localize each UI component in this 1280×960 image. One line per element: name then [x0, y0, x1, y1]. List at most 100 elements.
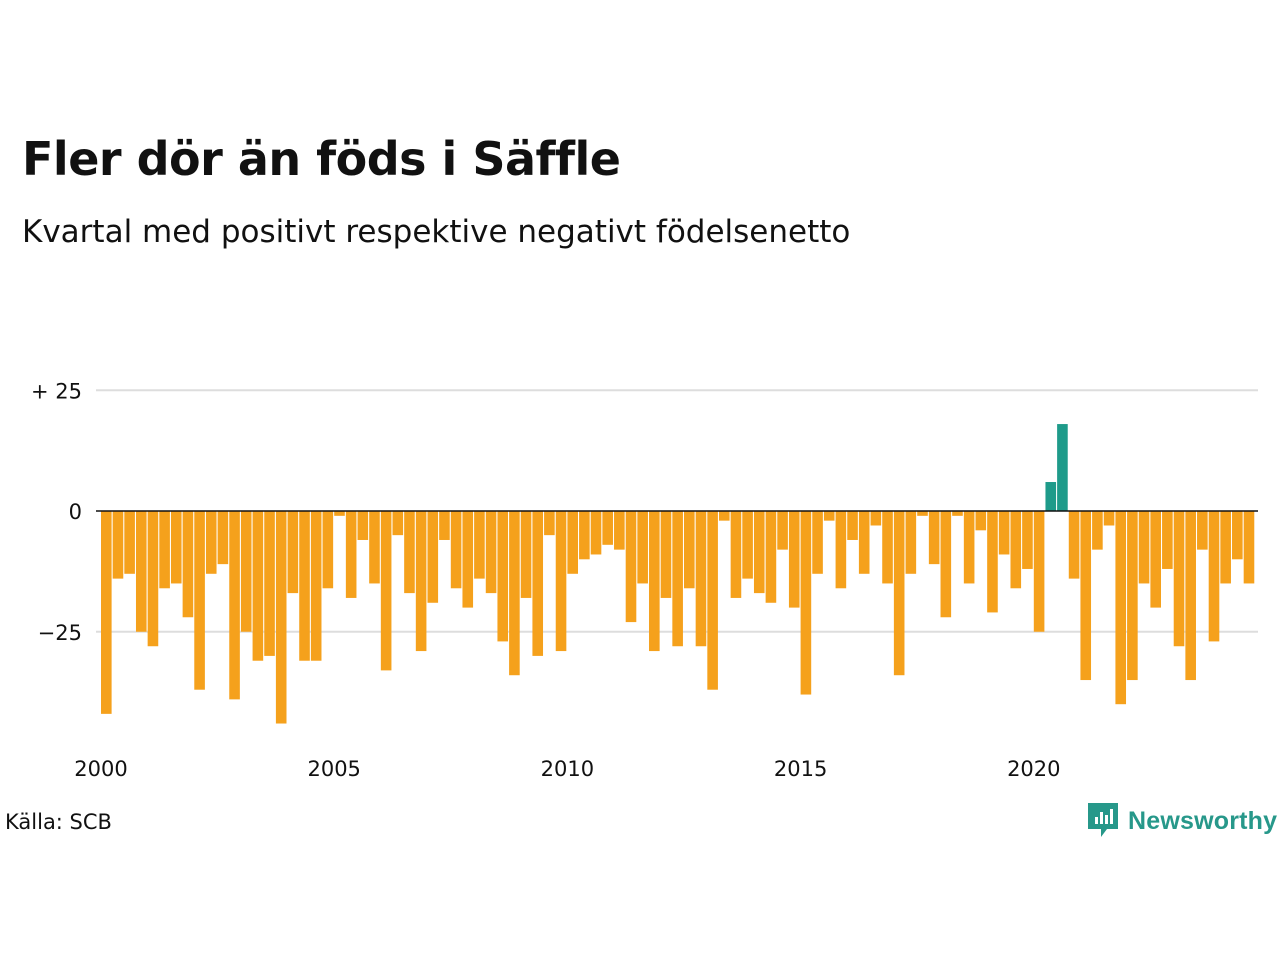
bar-negative [520, 511, 532, 598]
bars [101, 424, 1255, 724]
bar-negative [462, 511, 474, 608]
bar-negative [159, 511, 170, 589]
bar-negative [275, 511, 287, 724]
bar-negative [882, 511, 893, 584]
y-tick-label: −25 [38, 621, 82, 645]
bar-negative [135, 511, 147, 632]
bar-negative [544, 511, 555, 536]
bar-negative [777, 511, 788, 550]
bar-negative [252, 511, 264, 661]
bar-negative [1232, 511, 1243, 560]
brand-logo: Newsworthy [1088, 803, 1277, 839]
chart-title: Fler dör än föds i Säffle [22, 132, 621, 186]
bar-negative [509, 511, 520, 676]
bar-negative [742, 511, 753, 579]
y-tick-label: 0 [69, 500, 82, 524]
bar-negative [497, 511, 509, 642]
bar-negative [182, 511, 194, 618]
bar-negative [415, 511, 427, 652]
bar-negative [835, 511, 847, 589]
bar-negative [928, 511, 940, 565]
bar-negative [590, 511, 602, 555]
bar-negative [404, 511, 415, 594]
bar-negative [602, 511, 613, 545]
x-tick-label: 2005 [307, 757, 360, 781]
bar-negative [217, 511, 229, 565]
bar-negative [555, 511, 567, 652]
bar-negative [1173, 511, 1185, 647]
bar-negative [893, 511, 905, 676]
bar-negative [952, 511, 963, 516]
bar-negative [170, 511, 182, 584]
bar-negative [369, 511, 380, 584]
bar-negative [240, 511, 252, 632]
bar-negative [649, 511, 660, 652]
bar-negative [124, 511, 135, 574]
bar-negative [672, 511, 683, 647]
bar-negative [1010, 511, 1022, 589]
bar-negative [940, 511, 952, 618]
bar-negative [334, 511, 345, 516]
bar-negative [1022, 511, 1033, 569]
bar-negative [287, 511, 299, 594]
bar-negative [310, 511, 322, 661]
bar-positive [1045, 482, 1057, 511]
bar-negative [345, 511, 357, 598]
x-tick-label: 2020 [1007, 757, 1060, 781]
bar-negative [474, 511, 485, 579]
x-tick-label: 2015 [774, 757, 827, 781]
bar-negative [1208, 511, 1220, 642]
bar-negative [392, 511, 404, 536]
bar-negative [299, 511, 310, 661]
bar-negative [1115, 511, 1127, 705]
bar-negative [205, 511, 217, 574]
bar-negative [987, 511, 998, 613]
bar-negative [614, 511, 625, 550]
bar-negative [1103, 511, 1115, 526]
bar-negative [660, 511, 672, 598]
bar-negative [812, 511, 823, 574]
bar-negative [905, 511, 917, 574]
x-axis-ticks: 2000 2005 2010 2015 2020 [74, 757, 1060, 781]
bar-negative [322, 511, 334, 589]
bar-negative [147, 511, 159, 647]
bar-negative [380, 511, 392, 671]
bar-negative [753, 511, 765, 594]
bar-negative [532, 511, 544, 656]
bar-negative [998, 511, 1010, 555]
chart-subtitle: Kvartal med positivt respektive negativt… [22, 214, 851, 250]
bar-negative [1220, 511, 1231, 584]
x-tick-label: 2010 [541, 757, 594, 781]
newsworthy-logo-icon [1088, 803, 1118, 837]
bar-negative [847, 511, 858, 540]
y-tick-label: + 25 [31, 379, 82, 403]
bar-negative [637, 511, 648, 584]
brand-name: Newsworthy [1128, 806, 1278, 835]
bar-chart: + 25 0 −25 2000 2005 2010 2015 2020 [31, 379, 1258, 781]
bar-negative [1092, 511, 1103, 550]
bar-negative [765, 511, 777, 603]
bar-negative [1197, 511, 1208, 550]
bar-negative [1162, 511, 1173, 569]
bar-negative [963, 511, 975, 584]
bar-negative [1185, 511, 1196, 681]
bar-negative [1033, 511, 1045, 632]
bar-negative [870, 511, 882, 526]
bar-negative [625, 511, 637, 623]
bar-negative [229, 511, 240, 700]
bar-negative [858, 511, 870, 574]
bar-negative [788, 511, 800, 608]
bar-negative [975, 511, 987, 531]
bar-positive [1057, 424, 1068, 511]
bar-negative [112, 511, 124, 579]
bar-negative [101, 511, 112, 714]
bar-negative [439, 511, 450, 540]
y-axis-ticks: + 25 0 −25 [31, 379, 82, 645]
bar-negative [730, 511, 742, 598]
bar-negative [194, 511, 205, 690]
bar-negative [707, 511, 718, 690]
bar-negative [1150, 511, 1161, 608]
bar-negative [579, 511, 590, 560]
bar-negative [427, 511, 439, 603]
bar-negative [264, 511, 275, 656]
